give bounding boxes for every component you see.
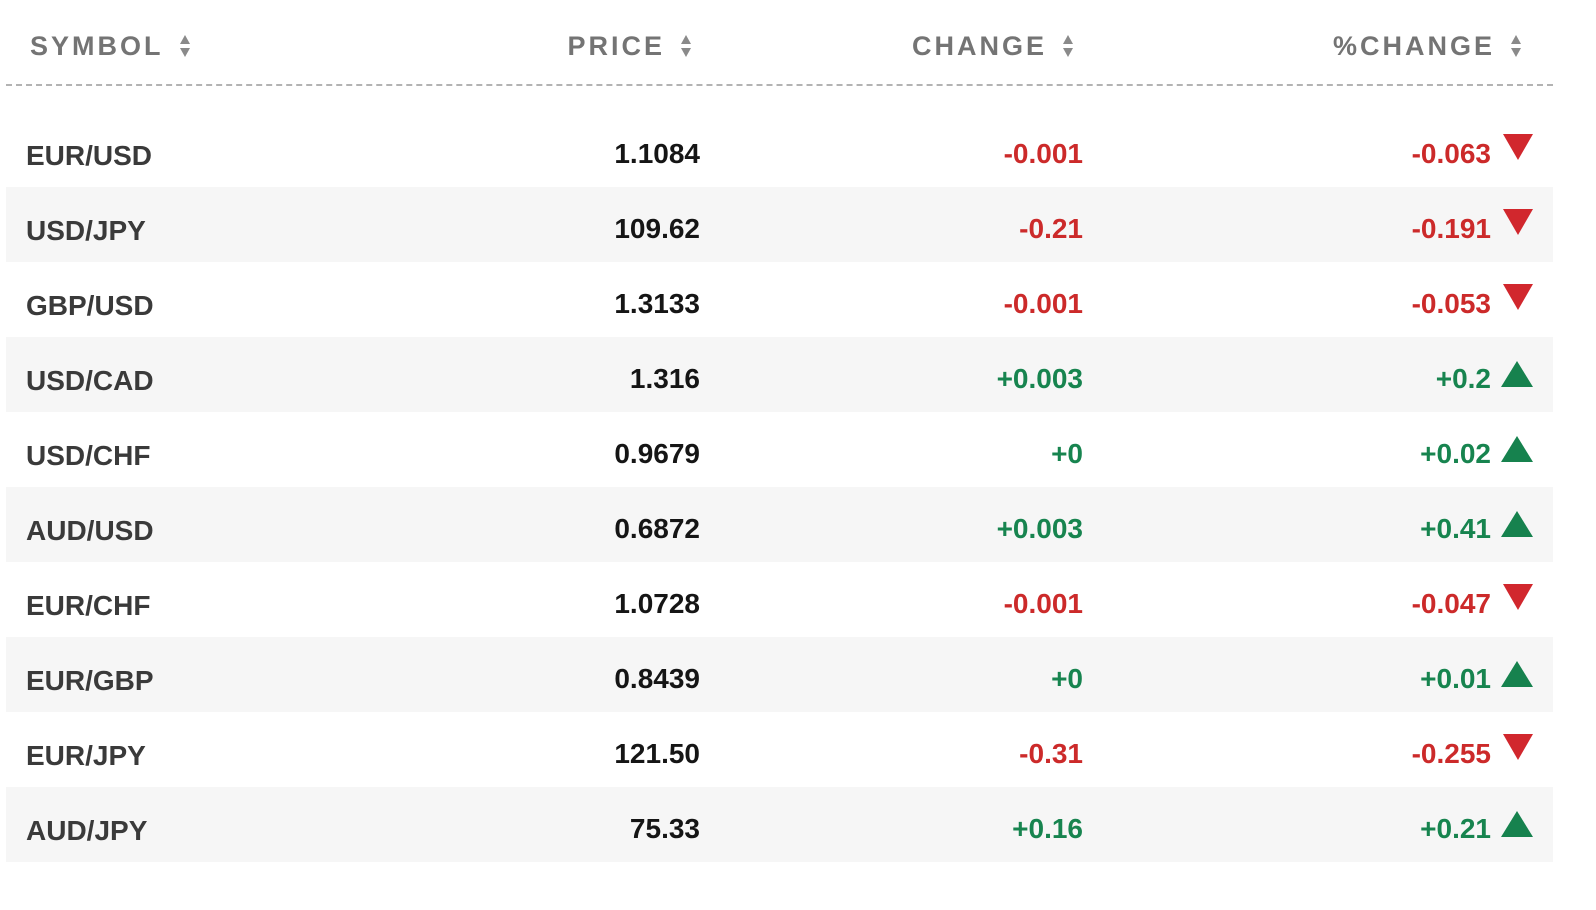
triangle-up-icon bbox=[1501, 436, 1533, 462]
table-row[interactable]: USD/JPY 109.62 -0.21 -0.191 bbox=[6, 187, 1553, 262]
table-header: SYMBOL PRICE CHANGE %CHANGE bbox=[6, 0, 1553, 86]
fx-quotes-table: SYMBOL PRICE CHANGE %CHANGE EUR/USD 1.108… bbox=[6, 0, 1553, 862]
change-value: -0.001 bbox=[1003, 138, 1083, 169]
symbol-header-label: SYMBOL bbox=[30, 30, 164, 61]
table-row[interactable]: EUR/CHF 1.0728 -0.001 -0.047 bbox=[6, 562, 1553, 637]
change-value: +0.16 bbox=[1012, 813, 1083, 844]
change-value: -0.001 bbox=[1003, 288, 1083, 319]
price-value: 0.9679 bbox=[614, 438, 700, 469]
triangle-up-icon bbox=[1501, 511, 1533, 537]
triangle-down-icon bbox=[1503, 209, 1533, 235]
pct-change-value: -0.063 bbox=[1411, 138, 1491, 169]
pct-change-value: +0.02 bbox=[1420, 438, 1491, 469]
pct-change-value: +0.21 bbox=[1420, 813, 1491, 844]
change-value: -0.21 bbox=[1019, 213, 1083, 244]
sort-icon[interactable] bbox=[179, 35, 190, 57]
price-value: 1.3133 bbox=[614, 288, 700, 319]
symbol-link[interactable]: AUD/JPY bbox=[26, 815, 148, 846]
table-row[interactable]: AUD/JPY 75.33 +0.16 +0.21 bbox=[6, 787, 1553, 862]
change-value: +0 bbox=[1051, 438, 1083, 469]
sort-icon[interactable] bbox=[681, 35, 691, 57]
pct-change-value: +0.41 bbox=[1420, 513, 1491, 544]
change-value: -0.001 bbox=[1003, 588, 1083, 619]
pct-change-value: +0.01 bbox=[1420, 663, 1491, 694]
table-row[interactable]: EUR/JPY 121.50 -0.31 -0.255 bbox=[6, 712, 1553, 787]
pct-change-value: -0.255 bbox=[1411, 738, 1491, 769]
symbol-link[interactable]: EUR/JPY bbox=[26, 740, 146, 771]
price-value: 0.8439 bbox=[614, 663, 700, 694]
symbol-link[interactable]: AUD/USD bbox=[26, 515, 154, 546]
pct-change-value: -0.053 bbox=[1411, 288, 1491, 319]
sort-icon[interactable] bbox=[1511, 35, 1521, 57]
price-value: 75.33 bbox=[629, 813, 700, 844]
price-value: 1.316 bbox=[629, 363, 700, 394]
triangle-up-icon bbox=[1501, 811, 1533, 837]
triangle-up-icon bbox=[1501, 661, 1533, 687]
price-value: 109.62 bbox=[614, 213, 700, 244]
table-row[interactable]: EUR/GBP 0.8439 +0 +0.01 bbox=[6, 637, 1553, 712]
price-value: 121.50 bbox=[614, 738, 700, 769]
triangle-down-icon bbox=[1503, 584, 1533, 610]
table-row[interactable]: USD/CHF 0.9679 +0 +0.02 bbox=[6, 412, 1553, 487]
triangle-up-icon bbox=[1501, 361, 1533, 387]
table-row[interactable]: EUR/USD 1.1084 -0.001 -0.063 bbox=[6, 112, 1553, 187]
change-value: -0.31 bbox=[1019, 738, 1083, 769]
price-value: 1.1084 bbox=[614, 138, 700, 169]
price-value: 1.0728 bbox=[614, 588, 700, 619]
symbol-link[interactable]: EUR/GBP bbox=[26, 665, 154, 696]
pct-change-value: -0.191 bbox=[1411, 213, 1491, 244]
symbol-link[interactable]: USD/CHF bbox=[26, 440, 151, 471]
change-column-header[interactable]: CHANGE bbox=[912, 26, 1073, 66]
symbol-link[interactable]: GBP/USD bbox=[26, 290, 154, 321]
pct-change-column-header[interactable]: %CHANGE bbox=[1333, 26, 1521, 66]
price-header-label: PRICE bbox=[567, 30, 665, 61]
change-value: +0 bbox=[1051, 663, 1083, 694]
table-row[interactable]: USD/CAD 1.316 +0.003 +0.2 bbox=[6, 337, 1553, 412]
triangle-down-icon bbox=[1503, 284, 1533, 310]
table-body: EUR/USD 1.1084 -0.001 -0.063 USD/JPY 109.62 -0… bbox=[6, 112, 1553, 862]
symbol-link[interactable]: USD/CAD bbox=[26, 365, 154, 396]
price-column-header[interactable]: PRICE bbox=[567, 26, 691, 66]
triangle-down-icon bbox=[1503, 134, 1533, 160]
change-header-label: CHANGE bbox=[911, 30, 1047, 61]
sort-icon[interactable] bbox=[1063, 35, 1073, 57]
symbol-link[interactable]: EUR/CHF bbox=[26, 590, 151, 621]
symbol-link[interactable]: EUR/USD bbox=[26, 140, 153, 171]
change-value: +0.003 bbox=[996, 363, 1083, 394]
table-row[interactable]: AUD/USD 0.6872 +0.003 +0.41 bbox=[6, 487, 1553, 562]
pct-change-header-label: %CHANGE bbox=[1332, 30, 1495, 61]
symbol-column-header[interactable]: SYMBOL bbox=[30, 26, 190, 66]
symbol-link[interactable]: USD/JPY bbox=[26, 215, 146, 246]
triangle-down-icon bbox=[1503, 734, 1533, 760]
price-value: 0.6872 bbox=[614, 513, 700, 544]
pct-change-value: +0.2 bbox=[1435, 363, 1491, 394]
table-row[interactable]: GBP/USD 1.3133 -0.001 -0.053 bbox=[6, 262, 1553, 337]
change-value: +0.003 bbox=[996, 513, 1083, 544]
pct-change-value: -0.047 bbox=[1411, 588, 1491, 619]
